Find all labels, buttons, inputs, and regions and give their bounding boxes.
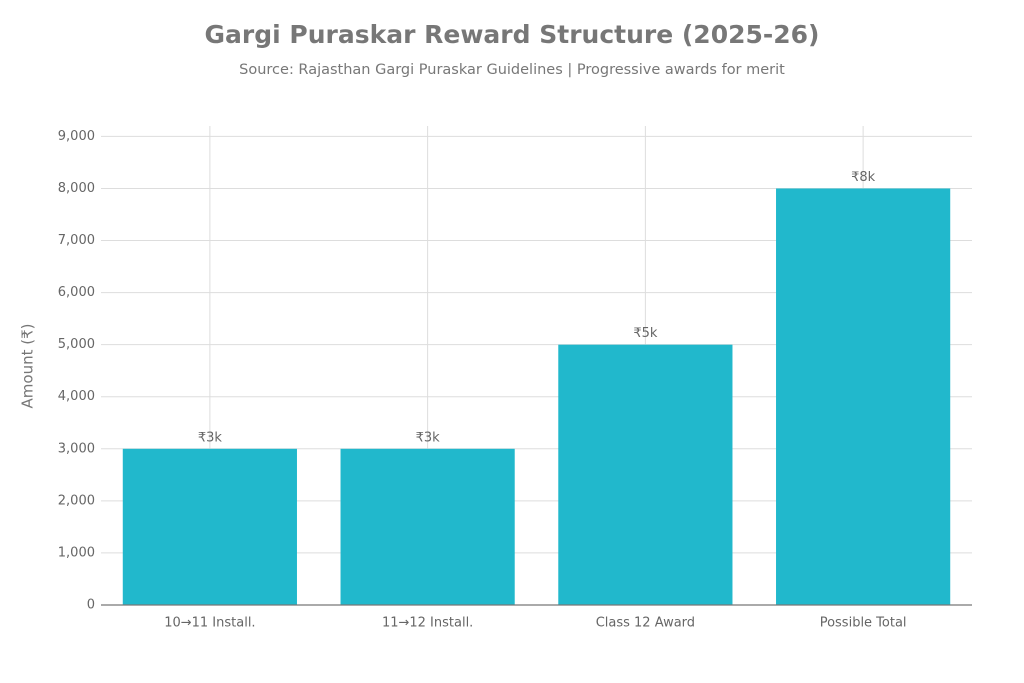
y-tick-label: 7,000 bbox=[58, 233, 95, 248]
bar bbox=[122, 448, 297, 605]
y-tick-label: 0 bbox=[87, 598, 95, 613]
x-tick-label: 10→11 Install. bbox=[164, 616, 255, 631]
y-tick-label: 4,000 bbox=[58, 389, 95, 404]
bar bbox=[776, 188, 951, 605]
bar bbox=[340, 448, 515, 605]
x-tick-label: Class 12 Award bbox=[596, 616, 695, 631]
y-axis-label: Amount (₹) bbox=[19, 324, 37, 409]
y-tick-label: 3,000 bbox=[58, 441, 95, 456]
value-label: ₹3k bbox=[198, 430, 223, 445]
bar bbox=[558, 344, 733, 605]
chart-title: Gargi Puraskar Reward Structure (2025-26… bbox=[205, 20, 820, 49]
y-tick-label: 1,000 bbox=[58, 545, 95, 560]
value-label: ₹3k bbox=[416, 430, 441, 445]
y-tick-label: 5,000 bbox=[58, 337, 95, 352]
y-tick-label: 8,000 bbox=[58, 181, 95, 196]
value-label: ₹5k bbox=[633, 326, 658, 341]
y-tick-label: 2,000 bbox=[58, 493, 95, 508]
chart-subtitle: Source: Rajasthan Gargi Puraskar Guideli… bbox=[239, 62, 785, 78]
y-tick-label: 9,000 bbox=[58, 129, 95, 144]
y-tick-label: 6,000 bbox=[58, 285, 95, 300]
x-tick-label: 11→12 Install. bbox=[382, 616, 473, 631]
x-tick-label: Possible Total bbox=[820, 616, 907, 631]
value-label: ₹8k bbox=[851, 170, 876, 185]
